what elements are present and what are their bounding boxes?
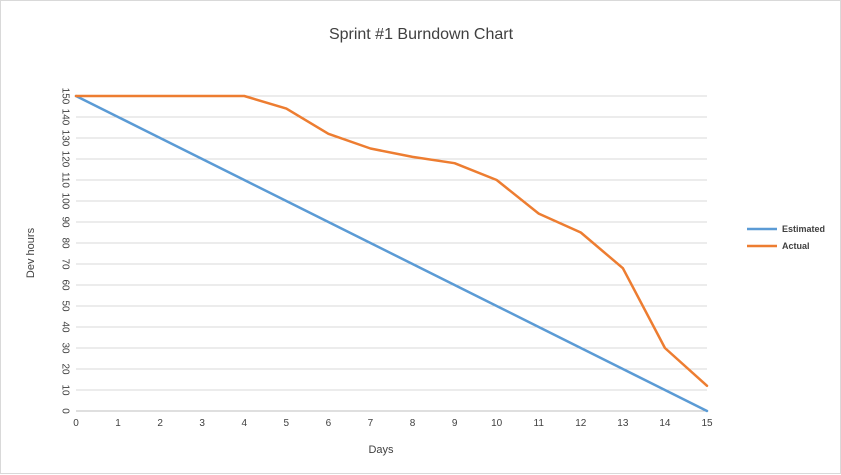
y-tick-label-130: 130	[59, 130, 70, 147]
series-lines	[74, 94, 709, 413]
x-tick-label-6: 6	[326, 418, 332, 429]
y-tick-label-50: 50	[59, 300, 70, 312]
legend-label-actual: Actual	[782, 241, 810, 251]
x-tick-label-11: 11	[534, 418, 545, 429]
y-axis-ticks: 0 10 20 30 40 50 60 70 80 90 100 110 120 130 140 150	[59, 88, 70, 415]
y-tick-label-20: 20	[59, 363, 70, 375]
y-tick-label-110: 110	[59, 172, 70, 188]
y-tick-label-60: 60	[59, 279, 70, 291]
x-axis-label: Days	[368, 444, 394, 456]
y-tick-label-140: 140	[59, 109, 70, 126]
x-tick-label-1: 1	[115, 418, 121, 429]
y-tick-label-90: 90	[59, 216, 70, 228]
x-tick-label-10: 10	[491, 418, 503, 429]
x-tick-label-7: 7	[368, 418, 374, 429]
series-line-actual	[74, 94, 709, 388]
x-tick-label-5: 5	[284, 418, 290, 429]
series-line-estimated	[74, 94, 709, 413]
x-axis-ticks: 0 1 2 3 4 5 6 7 8 9 10 11 12 13 14 15	[73, 418, 713, 429]
y-tick-label-10: 10	[59, 384, 70, 396]
x-tick-label-0: 0	[73, 418, 79, 429]
y-tick-label-40: 40	[59, 321, 70, 333]
y-tick-label-150: 150	[59, 88, 70, 105]
x-tick-label-13: 13	[617, 418, 629, 429]
x-tick-label-9: 9	[452, 418, 458, 429]
legend-label-estimated: Estimated	[782, 224, 825, 234]
y-tick-label-30: 30	[59, 342, 70, 354]
y-tick-label-120: 120	[59, 151, 70, 168]
chart-title: Sprint #1 Burndown Chart	[329, 26, 514, 43]
y-tick-label-70: 70	[59, 258, 70, 270]
x-tick-label-8: 8	[410, 418, 416, 429]
x-tick-label-4: 4	[241, 418, 247, 429]
x-tick-label-14: 14	[659, 418, 671, 429]
y-tick-label-80: 80	[59, 237, 70, 249]
x-tick-label-12: 12	[575, 418, 587, 429]
y-axis-label: Dev hours	[25, 227, 37, 278]
y-tick-label-100: 100	[59, 193, 70, 210]
legend: Estimated Actual	[747, 224, 825, 251]
x-tick-label-2: 2	[157, 418, 163, 429]
x-tick-label-3: 3	[199, 418, 205, 429]
y-tick-label-0: 0	[59, 408, 70, 414]
x-tick-label-15: 15	[701, 418, 713, 429]
grid-lines	[76, 95, 707, 412]
